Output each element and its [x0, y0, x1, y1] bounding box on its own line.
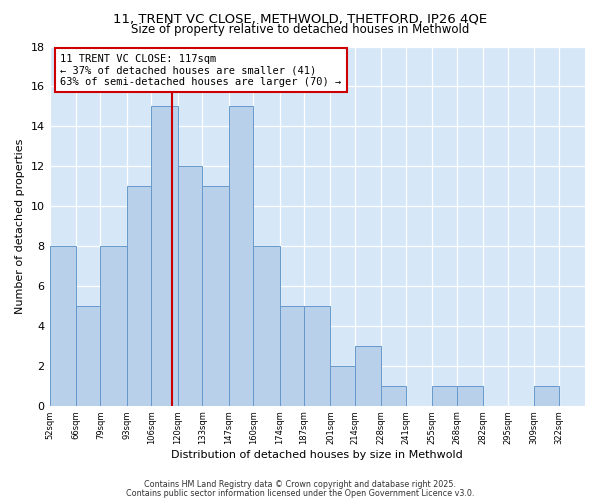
Bar	[355, 346, 382, 406]
Bar	[50, 246, 76, 406]
Text: Contains public sector information licensed under the Open Government Licence v3: Contains public sector information licen…	[126, 489, 474, 498]
Text: 11, TRENT VC CLOSE, METHWOLD, THETFORD, IP26 4QE: 11, TRENT VC CLOSE, METHWOLD, THETFORD, …	[113, 12, 487, 26]
Bar	[280, 306, 304, 406]
Bar	[432, 386, 457, 406]
Bar	[534, 386, 559, 406]
X-axis label: Distribution of detached houses by size in Methwold: Distribution of detached houses by size …	[172, 450, 463, 460]
Bar	[331, 366, 355, 406]
Bar	[178, 166, 202, 406]
Bar	[229, 106, 253, 406]
Bar	[304, 306, 331, 406]
Bar	[76, 306, 100, 406]
Bar	[253, 246, 280, 406]
Bar	[127, 186, 151, 406]
Text: Contains HM Land Registry data © Crown copyright and database right 2025.: Contains HM Land Registry data © Crown c…	[144, 480, 456, 489]
Text: 11 TRENT VC CLOSE: 117sqm
← 37% of detached houses are smaller (41)
63% of semi-: 11 TRENT VC CLOSE: 117sqm ← 37% of detac…	[60, 54, 341, 87]
Text: Size of property relative to detached houses in Methwold: Size of property relative to detached ho…	[131, 22, 469, 36]
Bar	[202, 186, 229, 406]
Bar	[100, 246, 127, 406]
Bar	[151, 106, 178, 406]
Y-axis label: Number of detached properties: Number of detached properties	[15, 138, 25, 314]
Bar	[457, 386, 483, 406]
Bar	[382, 386, 406, 406]
